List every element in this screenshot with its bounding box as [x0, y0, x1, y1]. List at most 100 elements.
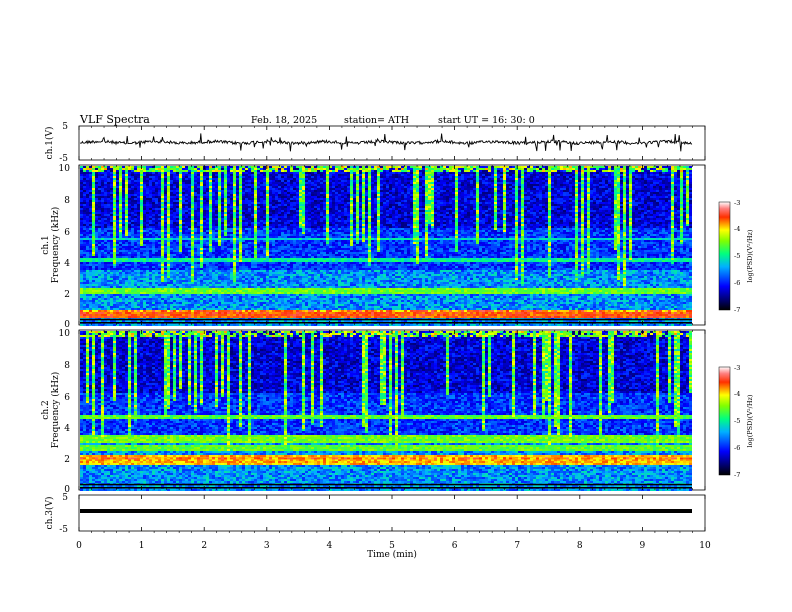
spectrogram-cell: [251, 298, 254, 300]
spectrogram-cell: [158, 220, 161, 222]
spectrogram-cell: [185, 324, 188, 326]
spectrogram-cell: [167, 242, 170, 244]
spectrogram-cell: [158, 182, 161, 184]
spectrogram-cell: [179, 256, 182, 258]
spectrogram-cell: [80, 178, 83, 180]
spectrogram-cell: [194, 284, 197, 286]
spectrogram-cell: [143, 296, 146, 298]
spectrogram-cell: [164, 296, 167, 298]
spectrogram-cell: [170, 186, 173, 188]
spectrogram-cell: [152, 176, 155, 178]
spectrogram-cell: [95, 204, 98, 206]
spectrogram-cell: [119, 178, 122, 180]
spectrogram-cell: [158, 270, 161, 272]
spectrogram-cell: [263, 300, 266, 302]
spectrogram-cell: [170, 268, 173, 270]
spectrogram-cell: [113, 214, 116, 216]
spectrogram-cell: [128, 208, 131, 210]
spectrogram-cell: [137, 244, 140, 246]
spectrogram-cell: [212, 248, 215, 250]
spectrogram-cell: [209, 300, 212, 302]
spectrogram-cell: [158, 224, 161, 226]
spectrogram-cell: [122, 316, 125, 318]
spectrogram-cell: [260, 248, 263, 250]
spectrogram-cell: [206, 286, 209, 288]
spectrogram-cell: [134, 172, 137, 174]
spectrogram-cell: [176, 244, 179, 246]
spectrogram-cell: [203, 204, 206, 206]
spectrogram-cell: [248, 192, 251, 194]
spectrogram-cell: [260, 266, 263, 268]
spectrogram-cell: [104, 194, 107, 196]
spectrogram-cell: [92, 202, 95, 204]
spectrogram-cell: [128, 190, 131, 192]
spectrogram-cell: [143, 198, 146, 200]
spectrogram-cell: [143, 180, 146, 182]
spectrogram-cell: [203, 300, 206, 302]
spectrogram-cell: [122, 234, 125, 236]
spectrogram-cell: [104, 274, 107, 276]
spectrogram-cell: [263, 324, 266, 326]
spectrogram-cell: [239, 304, 242, 306]
spectrogram-cell: [248, 186, 251, 188]
spectrogram-cell: [203, 206, 206, 208]
spectrogram-cell: [260, 282, 263, 284]
spectrogram-cell: [257, 250, 260, 252]
spectrogram-cell: [104, 254, 107, 256]
spectrogram-cell: [149, 194, 152, 196]
spectrogram-cell: [158, 280, 161, 282]
spectrogram-cell: [164, 196, 167, 198]
ch1-ylabel: ch.1(V): [44, 127, 55, 160]
spectrogram-cell: [104, 220, 107, 222]
spectrogram-cell: [143, 264, 146, 266]
spectrogram-cell: [98, 286, 101, 288]
spectrogram-cell: [146, 210, 149, 212]
spectrogram-cell: [92, 212, 95, 214]
spectrogram-cell: [215, 280, 218, 282]
spectrogram-cell: [125, 236, 128, 238]
spectrogram-cell: [194, 236, 197, 238]
spectrogram-cell: [164, 190, 167, 192]
spectrogram-cell: [161, 234, 164, 236]
spectrogram-cell: [146, 244, 149, 246]
spectrogram-cell: [176, 252, 179, 254]
spectrogram-cell: [233, 224, 236, 226]
spectrogram-cell: [257, 266, 260, 268]
spectrogram-cell: [149, 188, 152, 190]
spectrogram-cell: [263, 170, 266, 172]
spectrogram-cell: [173, 308, 176, 310]
spectrogram-cell: [161, 278, 164, 280]
spectrogram-cell: [116, 268, 119, 270]
spectrogram-cell: [83, 282, 86, 284]
spectrogram-cell: [200, 294, 203, 296]
spectrogram-cell: [122, 176, 125, 178]
spectrogram-cell: [260, 246, 263, 248]
spectrogram-cell: [251, 228, 254, 230]
spectrogram-cell: [149, 170, 152, 172]
spectrogram-cell: [152, 188, 155, 190]
spectrogram-cell: [155, 298, 158, 300]
spectrogram-cell: [131, 300, 134, 302]
spectrogram-cell: [221, 312, 224, 314]
spectrogram-cell: [83, 246, 86, 248]
spectrogram-cell: [221, 268, 224, 270]
spectrogram-cell: [176, 288, 179, 290]
spectrogram-cell: [218, 202, 221, 204]
spectrogram-cell: [197, 250, 200, 252]
spectrogram-cell: [149, 222, 152, 224]
spectrogram-cell: [263, 306, 266, 308]
spectrogram-cell: [224, 252, 227, 254]
spectrogram-cell: [227, 206, 230, 208]
spectrogram-cell: [137, 230, 140, 232]
spectrogram-cell: [170, 288, 173, 290]
spectrogram-cell: [146, 194, 149, 196]
spectrogram-cell: [212, 178, 215, 180]
spectrogram-cell: [200, 284, 203, 286]
spectrogram-cell: [200, 166, 203, 168]
spectrogram-cell: [197, 262, 200, 264]
spectrogram-cell: [155, 226, 158, 228]
spectrogram-cell: [80, 220, 83, 222]
spectrogram-cell: [158, 268, 161, 270]
spectrogram-cell: [161, 276, 164, 278]
spectrogram-cell: [179, 292, 182, 294]
